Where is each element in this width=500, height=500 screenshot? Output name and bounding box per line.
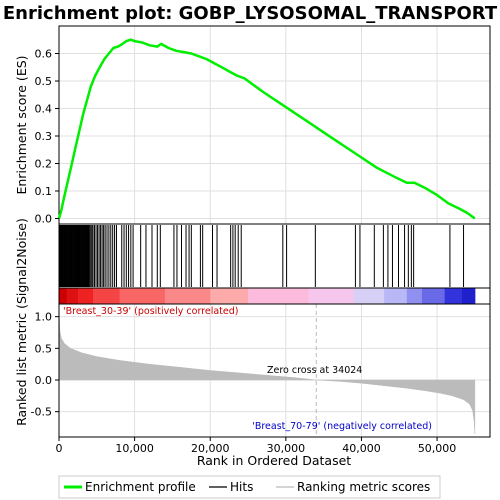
es-tick-label: 0.2 xyxy=(35,158,53,171)
rank-tick-label: 0.5 xyxy=(35,342,53,355)
heat-bar-segment xyxy=(353,288,385,304)
heat-bar-segment xyxy=(462,288,476,304)
rank-tick-label: 1.0 xyxy=(35,311,53,324)
legend-label: Hits xyxy=(230,480,253,494)
x-tick-label: 20,000 xyxy=(191,442,230,455)
heat-bar-segment xyxy=(210,288,249,304)
rank-y-axis-label: Ranked list metric (Signal2Noise) xyxy=(14,218,29,426)
heat-bar-segment xyxy=(77,288,94,304)
positive-correlation-label: 'Breast_30-39' (positively correlated) xyxy=(63,306,239,317)
heat-bar-segment xyxy=(93,288,120,304)
rank-panel-frame xyxy=(58,303,491,438)
es-grid xyxy=(58,26,490,224)
x-tick-label: 30,000 xyxy=(267,442,306,455)
heat-bar-segment xyxy=(308,288,355,304)
x-axis-label: Rank in Ordered Dataset xyxy=(197,453,351,468)
heat-bar-segment xyxy=(444,288,463,304)
rank-tick-label: -0.5 xyxy=(31,406,52,419)
legend-box xyxy=(58,475,441,499)
x-tick-label: 10,000 xyxy=(115,442,154,455)
hits-barcode xyxy=(59,225,465,287)
es-tick-label: 0.1 xyxy=(35,185,53,198)
zero-cross-label: Zero cross at 34024 xyxy=(267,365,362,376)
heat-bar-segment xyxy=(164,288,211,304)
heat-bar-segment xyxy=(384,288,408,304)
heat-bar-segment xyxy=(119,288,166,304)
enrichment-profile-line xyxy=(57,38,476,220)
heat-bar-segment xyxy=(421,288,446,304)
heat-bar-segment xyxy=(406,288,423,304)
es-tick-label: 0.5 xyxy=(35,75,53,88)
ranking-heat-bar xyxy=(59,288,476,304)
es-tick-label: 0.4 xyxy=(35,103,53,116)
es-tick-label: 0.6 xyxy=(35,48,53,61)
heat-bar-segment xyxy=(248,288,310,304)
negative-correlation-label: 'Breast_70-79' (negatively correlated) xyxy=(252,421,432,432)
legend-label: Ranking metric scores xyxy=(297,480,430,494)
es-y-ticks: 0.0 0.1 0.2 0.3 0.4 0.5 0.6 xyxy=(35,48,59,226)
es-y-axis-label: Enrichment score (ES) xyxy=(14,55,29,194)
x-tick-label: 40,000 xyxy=(342,442,381,455)
es-tick-label: 0.3 xyxy=(35,130,53,143)
legend: Enrichment profile Hits Ranking metric sco… xyxy=(64,480,430,494)
heat-bar-segment xyxy=(59,288,68,304)
chart-title: Enrichment plot: GOBP_LYSOSOMAL_TRANSPOR… xyxy=(3,3,498,24)
x-axis-ticks: 0 10,000 20,000 30,000 40,000 50,000 xyxy=(56,437,457,455)
es-tick-label: 0.0 xyxy=(35,213,53,226)
x-tick-label: 50,000 xyxy=(418,442,457,455)
rank-y-ticks: -0.5 0.0 0.5 1.0 xyxy=(31,311,59,419)
ranking-metric-area xyxy=(58,303,476,434)
heat-bar-segment xyxy=(66,288,79,304)
x-tick-label: 0 xyxy=(56,442,63,455)
legend-label: Enrichment profile xyxy=(85,480,196,494)
rank-tick-label: 0.0 xyxy=(35,374,53,387)
